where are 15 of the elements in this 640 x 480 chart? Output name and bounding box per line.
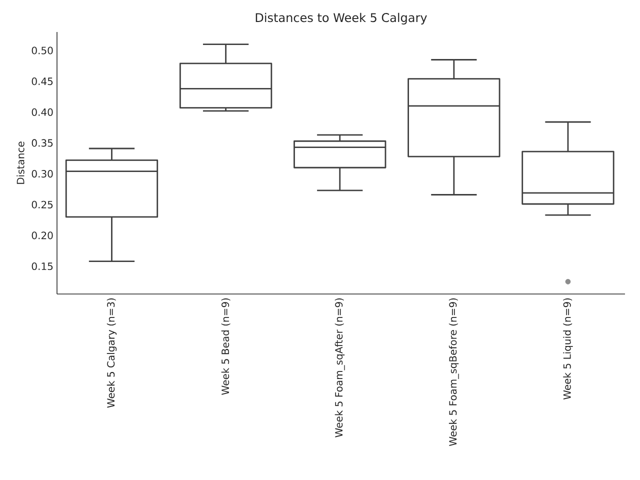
x-tick-label: Week 5 Liquid (n=9) [563, 298, 573, 400]
x-tick-label: Week 5 Foam_sqBefore (n=9) [448, 298, 459, 446]
y-tick-label: 0.35 [32, 139, 53, 147]
y-tick-label: 0.30 [32, 170, 53, 178]
x-tick-label: Week 5 Foam_sqAfter (n=9) [334, 298, 345, 438]
y-tick-label: 0.50 [32, 46, 53, 54]
y-axis-title: Distance [16, 142, 24, 184]
x-tick-label: Week 5 Calgary (n=3) [106, 298, 117, 408]
x-tick-label: Week 5 Bead (n=9) [221, 298, 230, 395]
y-tick-label: 0.15 [32, 262, 53, 270]
y-tick-label: 0.45 [32, 78, 53, 86]
y-tick-label: 0.20 [32, 232, 53, 240]
chart-title: Distances to Week 5 Calgary [256, 12, 427, 24]
y-tick-label: 0.40 [32, 108, 53, 116]
y-tick-label: 0.25 [32, 200, 53, 208]
